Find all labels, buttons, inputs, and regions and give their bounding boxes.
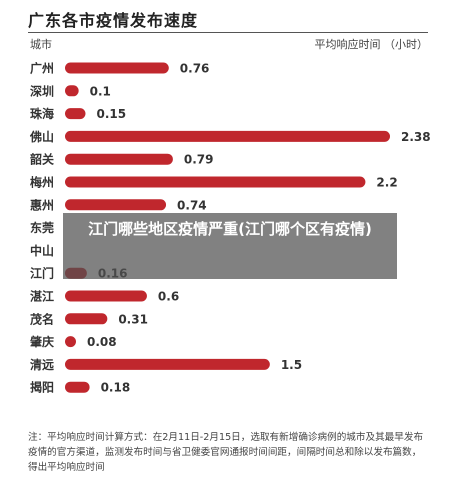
bar <box>65 313 108 325</box>
bar-value-label: 0.08 <box>87 335 117 349</box>
category-label: 惠州 <box>30 197 54 212</box>
category-label: 韶关 <box>30 152 54 167</box>
bar <box>65 62 169 74</box>
bar <box>65 358 270 370</box>
bar-value-label: 0.31 <box>118 312 148 326</box>
bar-value-label: 2.38 <box>401 130 431 144</box>
bar <box>65 336 76 348</box>
bar-value-label: 1.5 <box>281 358 302 372</box>
bar-value-label: 0.79 <box>184 153 214 167</box>
category-label: 东莞 <box>30 220 54 235</box>
value-header: 平均响应时间 （小时） <box>314 38 429 51</box>
bar-value-label: 0.76 <box>180 62 210 76</box>
category-label: 湛江 <box>30 289 54 304</box>
chart-title: 广东各市疫情发布速度 <box>28 11 199 30</box>
category-label: 中山 <box>30 243 54 258</box>
bar <box>65 153 173 165</box>
bar-value-label: 0.15 <box>96 107 126 121</box>
caption-overlay <box>63 213 397 279</box>
caption-overlay-text: 江门哪些地区疫情严重(江门哪个区有疫情) <box>88 220 372 238</box>
bar-value-label: 2.2 <box>376 176 397 190</box>
bar <box>65 85 79 97</box>
bar <box>65 130 390 142</box>
category-label: 揭阳 <box>30 380 54 395</box>
bar <box>65 199 167 211</box>
bar-value-label: 0.18 <box>101 381 131 395</box>
bar <box>65 108 86 120</box>
title-divider <box>28 32 428 33</box>
category-label: 佛山 <box>29 129 54 144</box>
category-label: 深圳 <box>30 83 54 98</box>
bar <box>65 381 90 393</box>
category-label: 茂名 <box>30 311 54 326</box>
chart-footnote: 注：平均响应时间计算方式：在2月11日-2月15日，选取有新增确诊病例的城市及其… <box>28 432 424 473</box>
bar-value-label: 0.1 <box>90 84 111 98</box>
category-header: 城市 <box>30 38 52 51</box>
category-label: 肇庆 <box>30 334 54 349</box>
bar <box>65 176 366 188</box>
category-label: 江门 <box>30 266 54 281</box>
bar <box>65 290 147 302</box>
category-label: 珠海 <box>30 106 54 121</box>
bar-value-label: 0.6 <box>158 290 179 304</box>
category-label: 广州 <box>30 61 54 76</box>
bar-value-label: 0.74 <box>177 198 207 212</box>
category-label: 清远 <box>30 357 54 372</box>
category-label: 梅州 <box>30 175 54 190</box>
